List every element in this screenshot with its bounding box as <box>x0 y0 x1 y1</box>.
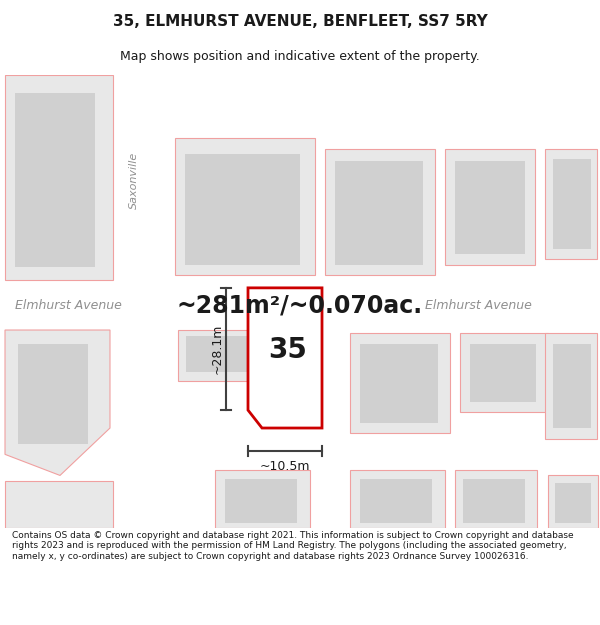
Bar <box>545 333 597 439</box>
Bar <box>18 344 88 444</box>
Text: ~28.1m: ~28.1m <box>211 324 223 374</box>
Text: Elmhurst Avenue: Elmhurst Avenue <box>14 299 121 312</box>
Text: 35: 35 <box>269 336 307 364</box>
Bar <box>470 344 536 402</box>
Text: Map shows position and indicative extent of the property.: Map shows position and indicative extent… <box>120 50 480 62</box>
Bar <box>350 470 445 528</box>
Bar <box>185 154 300 264</box>
Bar <box>335 161 423 264</box>
Bar <box>553 159 591 249</box>
Bar <box>15 93 95 267</box>
Text: Elmhurst Avenue: Elmhurst Avenue <box>425 299 532 312</box>
Bar <box>360 344 438 422</box>
Bar <box>5 75 113 281</box>
Text: Saxonville: Saxonville <box>129 152 139 209</box>
Bar <box>460 333 548 412</box>
Bar <box>5 481 113 528</box>
Bar <box>215 470 310 528</box>
Polygon shape <box>5 330 110 476</box>
Polygon shape <box>248 288 322 428</box>
Bar <box>0 286 600 326</box>
Bar <box>463 479 525 523</box>
Bar <box>455 470 537 528</box>
Bar <box>445 149 535 264</box>
Bar <box>555 482 591 523</box>
Text: ~10.5m: ~10.5m <box>260 459 310 472</box>
Bar <box>225 479 297 523</box>
Bar <box>350 333 450 433</box>
Bar <box>250 296 320 359</box>
Bar <box>325 149 435 275</box>
Bar <box>545 149 597 259</box>
Bar <box>548 476 598 528</box>
Bar <box>178 330 296 381</box>
Bar <box>455 161 525 254</box>
Bar <box>118 0 168 286</box>
Bar <box>553 344 591 428</box>
Bar <box>360 479 432 523</box>
Bar <box>175 138 315 275</box>
Text: ~281m²/~0.070ac.: ~281m²/~0.070ac. <box>177 294 423 318</box>
Text: 35, ELMHURST AVENUE, BENFLEET, SS7 5RY: 35, ELMHURST AVENUE, BENFLEET, SS7 5RY <box>113 14 487 29</box>
Bar <box>186 336 282 372</box>
Bar <box>118 326 168 528</box>
Text: Contains OS data © Crown copyright and database right 2021. This information is : Contains OS data © Crown copyright and d… <box>12 531 574 561</box>
